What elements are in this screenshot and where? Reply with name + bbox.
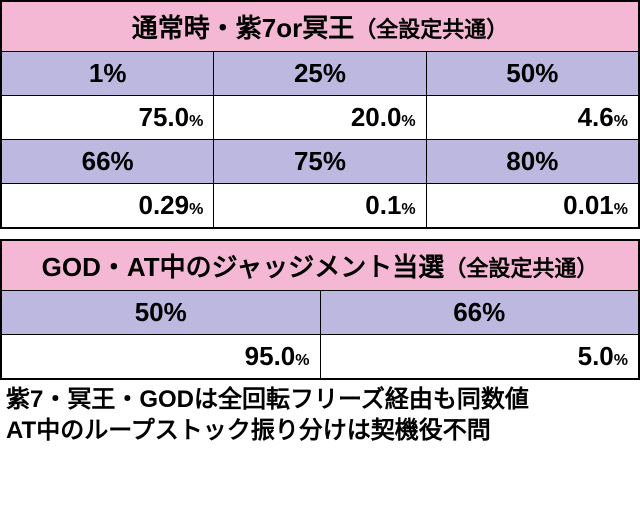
table-1-title-sub: （全設定共通） [354,17,508,42]
table-2: GOD・AT中のジャッジメント当選（全設定共通） 50% 66% 95.0% 5… [0,239,640,380]
table-1-title: 通常時・紫7or冥王 [132,13,354,43]
table-1-title-row: 通常時・紫7or冥王（全設定共通） [2,2,638,52]
table-cell: 1% [2,52,214,95]
cell-unit: % [189,201,203,218]
cell-value: 5.0 [578,341,614,371]
table-1-header-row-1: 1% 25% 50% [2,52,638,96]
cell-value: 95.0 [245,341,296,371]
cell-unit: % [614,201,628,218]
cell-unit: % [295,352,309,369]
table-cell: 75% [214,140,426,183]
cell-value: 0.29 [138,190,189,220]
table-2-title: GOD・AT中のジャッジメント当選 [42,252,445,282]
table-cell: 95.0% [2,335,321,378]
cell-value: 0.01 [563,190,614,220]
table-cell: 50% [2,291,321,334]
cell-unit: % [614,352,628,369]
cell-value: 4.6 [578,102,614,132]
footer-line-2: AT中のループストック振り分けは契機役不問 [6,415,634,446]
table-2-header-row-1: 50% 66% [2,291,638,335]
table-cell: 5.0% [321,335,639,378]
cell-value: 75.0 [138,102,189,132]
cell-value: 20.0 [351,102,402,132]
table-cell: 66% [321,291,639,334]
spacer [0,229,640,239]
cell-unit: % [401,201,415,218]
table-cell: 20.0% [214,96,426,139]
table-1-header-row-2: 66% 75% 80% [2,140,638,184]
table-cell: 0.29% [2,184,214,227]
table-2-data-row-1: 95.0% 5.0% [2,335,638,378]
table-2-title-row: GOD・AT中のジャッジメント当選（全設定共通） [2,241,638,291]
cell-unit: % [189,113,203,130]
table-cell: 4.6% [427,96,638,139]
table-cell: 50% [427,52,638,95]
table-1-data-row-1: 75.0% 20.0% 4.6% [2,96,638,140]
table-1: 通常時・紫7or冥王（全設定共通） 1% 25% 50% 75.0% 20.0%… [0,0,640,229]
table-cell: 75.0% [2,96,214,139]
table-cell: 0.1% [214,184,426,227]
table-cell: 66% [2,140,214,183]
table-cell: 0.01% [427,184,638,227]
footer-line-1: 紫7・冥王・GODは全回転フリーズ経由も同数値 [6,384,634,415]
footer-text: 紫7・冥王・GODは全回転フリーズ経由も同数値 AT中のループストック振り分けは… [0,380,640,450]
cell-unit: % [401,113,415,130]
table-2-title-sub: （全設定共通） [444,256,598,281]
table-cell: 80% [427,140,638,183]
cell-unit: % [614,113,628,130]
table-cell: 25% [214,52,426,95]
cell-value: 0.1 [365,190,401,220]
table-1-data-row-2: 0.29% 0.1% 0.01% [2,184,638,227]
